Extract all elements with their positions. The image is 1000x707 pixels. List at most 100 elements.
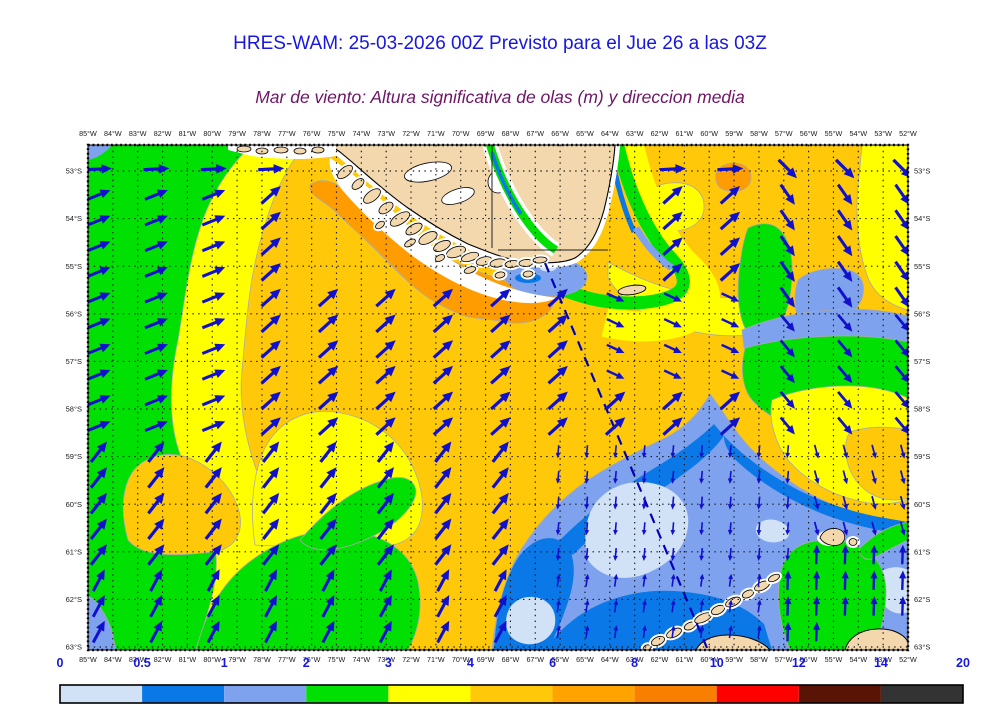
wind-arrow-head [384, 391, 396, 403]
wind-arrow-shaft [147, 549, 161, 566]
wind-arrow [201, 343, 226, 355]
lon-label-bottom: 66°W [551, 655, 569, 664]
wind-arrow-head [841, 570, 849, 579]
wind-arrow-head [555, 529, 561, 536]
wind-arrow [812, 596, 821, 616]
wind-arrow [842, 495, 849, 511]
wind-arrow-shaft [662, 395, 678, 411]
wind-arrow-shaft [871, 495, 876, 506]
wind-arrow-head [269, 186, 281, 197]
wind-arrow [784, 596, 792, 616]
wind-arrow-head [156, 395, 168, 404]
wind-arrow [756, 599, 762, 613]
wind-arrow [662, 417, 683, 436]
wind-arrow-shaft [779, 339, 792, 354]
wind-arrow-shaft [700, 577, 703, 587]
wind-arrow-head [268, 569, 277, 581]
wind-arrow-shaft [871, 470, 876, 481]
wind-arrow-shaft [729, 470, 732, 480]
wind-arrow [836, 209, 853, 231]
wind-arrow-head [615, 295, 625, 302]
wind-arrow-shaft [719, 241, 736, 256]
wind-arrow-shaft [758, 470, 761, 480]
wind-arrow-shaft [204, 523, 219, 541]
wind-arrow [779, 209, 795, 231]
wind-arrow-head [154, 518, 165, 530]
wind-arrow-shaft [260, 241, 276, 256]
wind-arrow-head [269, 211, 281, 223]
wind-arrow [88, 292, 111, 304]
wind-arrow [613, 599, 619, 613]
wind-arrow [201, 215, 226, 227]
island-east-1 [819, 528, 846, 546]
wind-arrow-head [210, 569, 220, 581]
wind-arrow-head [442, 288, 454, 300]
wind-arrow-shaft [375, 318, 391, 334]
wind-arrow-shaft [663, 317, 677, 326]
wind-arrow-shaft [700, 470, 704, 480]
wind-arrow-head [670, 573, 676, 580]
wind-arrow-shaft [671, 603, 675, 613]
lon-label-bottom: 52°W [899, 655, 917, 664]
wind-arrow-shaft [894, 313, 907, 328]
lat-label-left: 63°S [66, 643, 82, 652]
wind-arrow-head [268, 441, 280, 453]
wind-arrow-shaft [89, 523, 104, 541]
wind-arrow-head [699, 599, 705, 605]
wind-arrow-shaft [493, 626, 505, 644]
wind-arrow-head [214, 343, 226, 353]
wind-arrow [779, 286, 795, 308]
wind-arrow [434, 544, 452, 566]
wind-arrow-shaft [490, 395, 506, 411]
wind-arrow [584, 547, 590, 561]
colorbar-label: 6 [549, 656, 556, 670]
wind-arrow-head [784, 621, 792, 630]
wind-arrow-head [101, 164, 112, 174]
wind-arrow [871, 495, 877, 511]
wind-arrow [584, 496, 590, 510]
lon-label-top: 58°W [750, 129, 768, 138]
wind-arrow-head [156, 266, 168, 276]
wind-arrow-shaft [547, 370, 563, 385]
wind-arrow-shaft [757, 603, 761, 613]
wind-arrow [584, 445, 590, 459]
wind-arrow [555, 599, 561, 613]
wind-arrow [206, 569, 220, 592]
wind-arrow-shaft [261, 498, 276, 515]
wind-arrow-shaft [642, 629, 646, 639]
wind-arrow [727, 445, 733, 459]
wind-arrow-shaft [700, 603, 703, 613]
lat-label-left: 61°S [66, 547, 82, 556]
wind-arrow [88, 240, 111, 253]
wind-arrow-head [156, 189, 168, 199]
wind-arrow [899, 470, 906, 485]
wave-height-colorbar: 0 0.5 1 2 3 4 6 8 10 12 14 20 [57, 656, 970, 704]
lon-label-bottom: 69°W [477, 655, 495, 664]
wind-arrow-shaft [491, 498, 506, 515]
wind-arrow-shaft [144, 371, 162, 381]
wind-arrow [584, 573, 590, 587]
wind-arrow-shaft [378, 626, 390, 644]
wind-arrow-head [96, 569, 105, 581]
wind-arrow [727, 470, 733, 484]
wind-arrow-shaft [606, 317, 620, 326]
wind-arrow-head [871, 503, 877, 511]
wind-arrow [842, 470, 849, 485]
wind-arrow-head [154, 467, 165, 479]
wind-arrow [378, 594, 392, 618]
wind-arrow-head [384, 314, 396, 326]
colorbar-label: 2 [303, 656, 310, 670]
wind-arrow [613, 573, 619, 587]
colorbar-segment [470, 685, 553, 703]
wind-arrow-shaft [671, 470, 675, 480]
wind-arrow-shaft [317, 344, 334, 359]
wind-arrow-shaft [643, 445, 646, 455]
wind-arrow [261, 441, 280, 463]
wind-arrow [89, 441, 108, 463]
lat-label-right: 55°S [914, 262, 930, 271]
wind-arrow-head [842, 296, 853, 308]
lon-label-top: 78°W [253, 129, 271, 138]
lon-label-top: 60°W [700, 129, 718, 138]
lon-label-top: 83°W [129, 129, 147, 138]
wind-arrow-head [584, 529, 590, 536]
